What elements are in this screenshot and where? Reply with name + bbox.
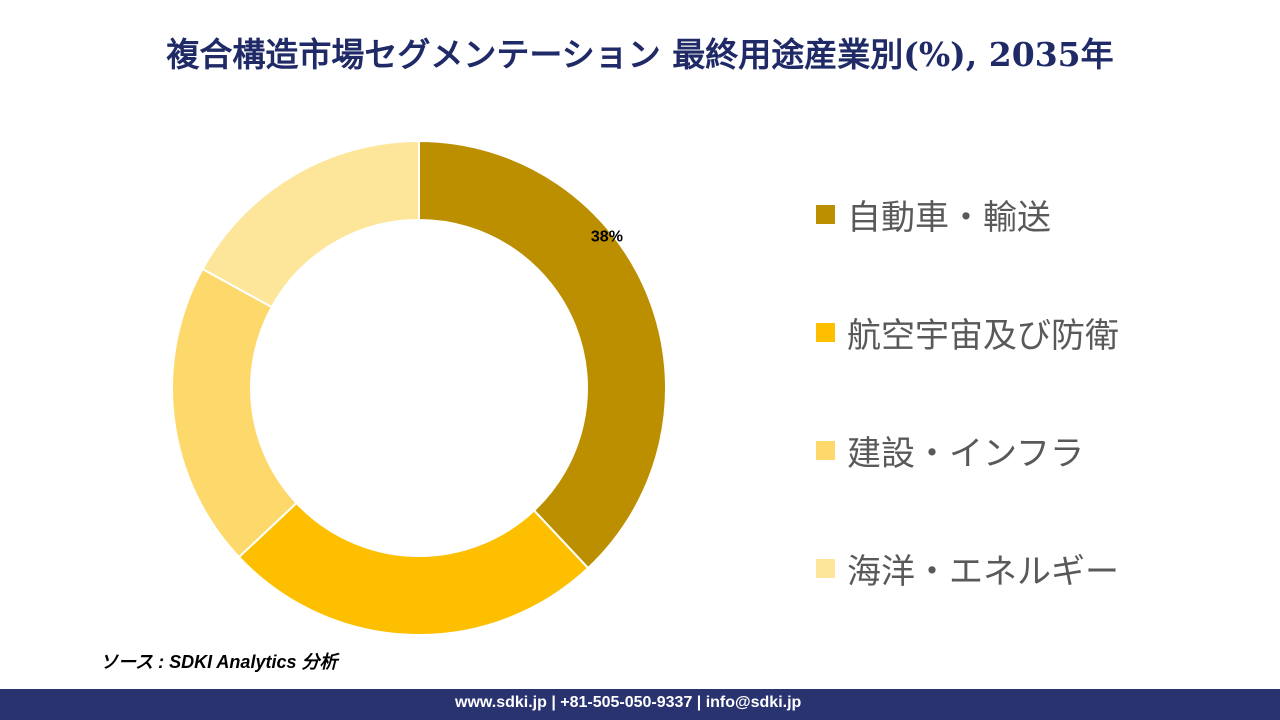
donut-slice — [418, 139, 667, 570]
legend-swatch — [816, 559, 835, 578]
chart-title: 複合構造市場セグメンテーション 最終用途産業別(%), 2035年 — [166, 35, 1114, 74]
footer-contact: www.sdki.jp | +81-505-050-9337 | info@sd… — [455, 694, 802, 711]
legend-item: 建設・インフラ — [816, 426, 1084, 475]
legend-swatch — [816, 323, 835, 342]
legend-label: 海洋・エネルギー — [847, 552, 1119, 592]
source-note: ソース : SDKI Analytics 分析 — [100, 652, 338, 672]
legend-item: 航空宇宙及び防衛 — [816, 308, 1119, 357]
legend-label: 航空宇宙及び防衛 — [847, 316, 1119, 356]
donut-slice — [237, 501, 590, 636]
donut-slice — [171, 267, 298, 559]
legend-item: 海洋・エネルギー — [816, 544, 1119, 593]
footer-bar: www.sdki.jp | +81-505-050-9337 | info@sd… — [0, 689, 1280, 720]
legend-label: 建設・インフラ — [847, 434, 1084, 474]
data-label: 38% — [591, 229, 623, 246]
legend-label: 自動車・輸送 — [847, 198, 1051, 238]
legend-swatch — [816, 441, 835, 460]
legend-item: 自動車・輸送 — [816, 190, 1051, 239]
donut-slice — [201, 139, 420, 309]
legend-swatch — [816, 205, 835, 224]
